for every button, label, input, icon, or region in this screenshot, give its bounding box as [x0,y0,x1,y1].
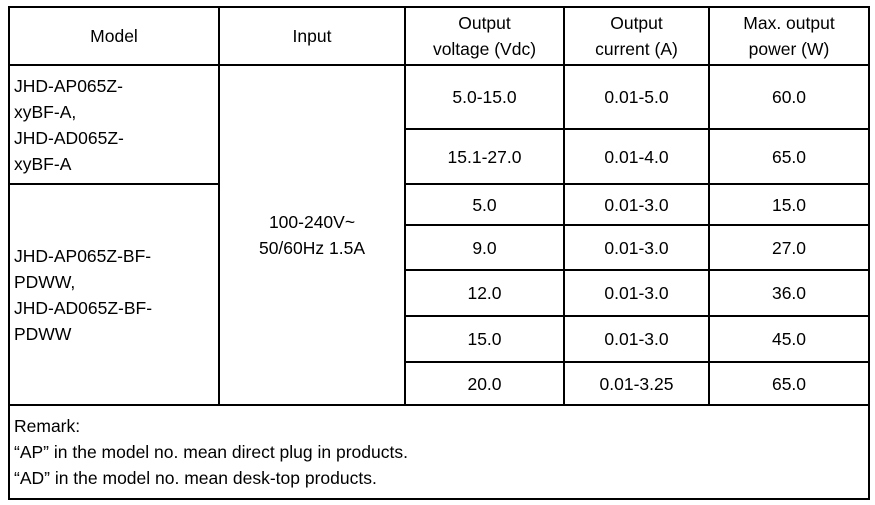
max-output-power-cell: 27.0 [708,224,870,271]
table-row: 20.0 0.01-3.25 65.0 [9,361,870,406]
max-output-power-cell: 65.0 [708,128,870,185]
max-output-power-cell: 36.0 [708,269,870,317]
model-group-1-cell: JHD-AP065Z- xyBF-A, JHD-AD065Z- xyBF-A [8,64,220,185]
input-cell: 100-240V~ 50/60Hz 1.5A [218,64,406,406]
output-current-cell: 0.01-3.0 [563,224,710,271]
max-output-power-cell: 45.0 [708,315,870,363]
table-row: 15.1-27.0 0.01-4.0 65.0 [9,128,870,185]
table-row: JHD-AP065Z- xyBF-A, JHD-AD065Z- xyBF-A 1… [8,64,870,406]
output-voltage-cell: 15.1-27.0 [404,128,565,185]
remark-row: Remark: “AP” in the model no. mean direc… [8,404,870,500]
power-spec-table: Model Input Output voltage (Vdc) Output … [8,6,870,500]
output-voltage-cell: 5.0 [404,183,565,226]
table-row: 9.0 0.01-3.0 27.0 [9,224,870,271]
output-current-cell: 0.01-4.0 [563,128,710,185]
header-input: Input [218,6,406,66]
output-current-cell: 0.01-3.25 [563,361,710,406]
model-group-2-cell: JHD-AP065Z-BF- PDWW, JHD-AD065Z-BF- PDWW [8,183,220,406]
output-current-cell: 0.01-3.0 [563,269,710,317]
max-output-power-cell: 60.0 [708,64,870,130]
output-voltage-cell: 20.0 [404,361,565,406]
max-output-power-cell: 65.0 [708,361,870,406]
output-current-cell: 0.01-3.0 [563,315,710,363]
header-max-output-power: Max. output power (W) [708,6,870,66]
remark-cell: Remark: “AP” in the model no. mean direc… [8,404,870,500]
header-model: Model [8,6,220,66]
table-row: JHD-AP065Z-BF- PDWW, JHD-AD065Z-BF- PDWW… [8,183,870,406]
output-current-cell: 0.01-5.0 [563,64,710,130]
table-row: 12.0 0.01-3.0 36.0 [9,269,870,317]
table-header-row: Model Input Output voltage (Vdc) Output … [8,6,870,66]
output-voltage-cell: 5.0-15.0 [404,64,565,130]
output-current-cell: 0.01-3.0 [563,183,710,226]
header-output-voltage: Output voltage (Vdc) [404,6,565,66]
output-voltage-cell: 15.0 [404,315,565,363]
table-row: 15.0 0.01-3.0 45.0 [9,315,870,363]
header-output-current: Output current (A) [563,6,710,66]
max-output-power-cell: 15.0 [708,183,870,226]
output-voltage-cell: 12.0 [404,269,565,317]
output-voltage-cell: 9.0 [404,224,565,271]
